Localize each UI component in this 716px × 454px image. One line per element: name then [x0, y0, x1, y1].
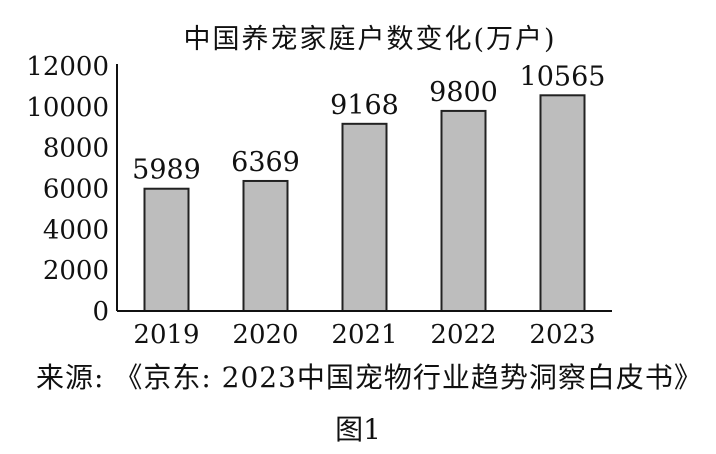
x-tick-label-2019: 2019: [133, 320, 199, 350]
bar-2020: [242, 179, 289, 312]
data-label-2022: 9800: [429, 77, 498, 108]
bar-2019: [143, 187, 190, 312]
data-labels-group: 5989 6369 9168 9800 10565: [132, 61, 605, 185]
x-tick-label-2021: 2021: [331, 320, 397, 350]
x-axis-ticks: 2019 2020 2021 2022 2023: [133, 320, 595, 350]
y-tick-label: 12000: [26, 52, 109, 82]
bar-2023: [539, 94, 586, 313]
y-tick-label: 10000: [26, 93, 109, 123]
bar-chart: 中国养宠家庭户数变化(万户) 0 2000 4000 6000 8000 10000 120…: [26, 24, 612, 350]
chart-title: 中国养宠家庭户数变化(万户): [183, 24, 556, 55]
source-text: 来源: 《京东: 2023中国宠物行业趋势洞察白皮书》: [36, 361, 703, 394]
y-tick-label: 0: [92, 297, 109, 327]
bar-2021: [341, 122, 388, 312]
x-tick-label-2020: 2020: [232, 320, 298, 350]
x-tick-label-2023: 2023: [529, 320, 595, 350]
data-label-2019: 5989: [132, 155, 201, 186]
data-label-2023: 10565: [520, 61, 606, 92]
figure-caption: 图1: [335, 413, 381, 446]
bars-group: [143, 94, 586, 313]
y-tick-label: 6000: [43, 175, 109, 205]
bar-2022: [440, 109, 487, 312]
y-tick-label: 4000: [43, 215, 109, 245]
data-label-2020: 6369: [231, 147, 300, 178]
data-label-2021: 9168: [330, 90, 399, 121]
x-tick-label-2022: 2022: [430, 320, 496, 350]
y-axis-ticks: 0 2000 4000 6000 8000 10000 12000: [26, 52, 109, 327]
y-tick-label: 8000: [43, 134, 109, 164]
y-tick-label: 2000: [43, 256, 109, 286]
